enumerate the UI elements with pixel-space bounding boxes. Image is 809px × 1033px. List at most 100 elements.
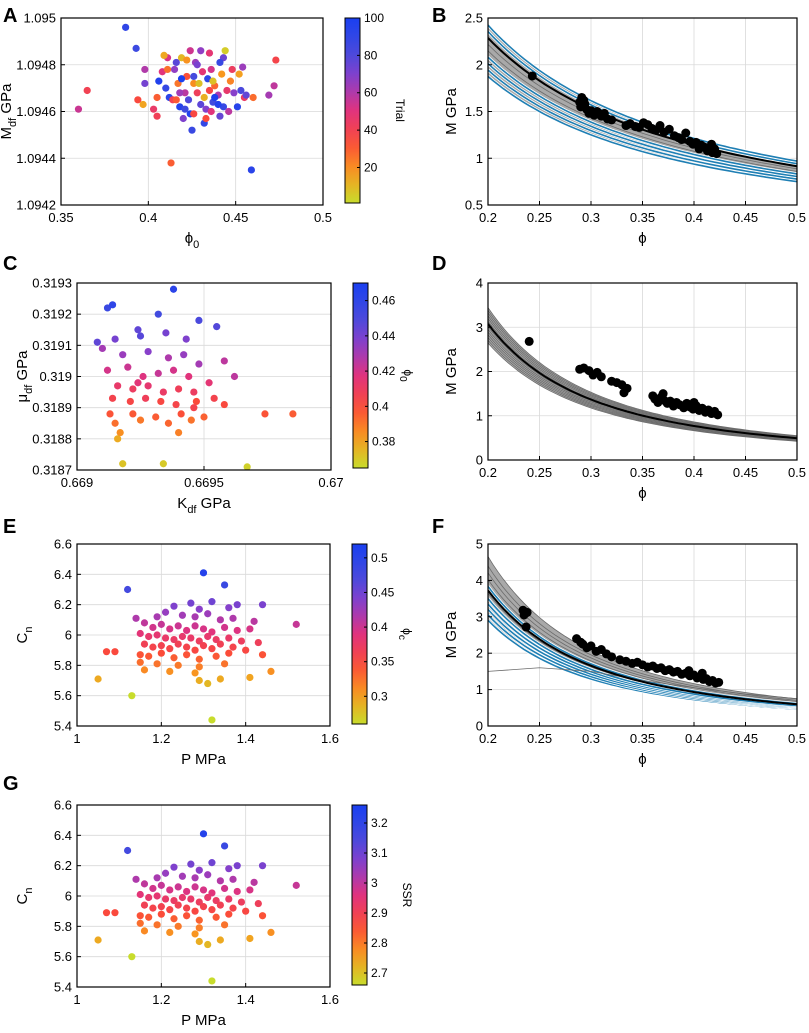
data-point xyxy=(664,124,674,134)
scatter-point xyxy=(230,89,238,97)
x-tick-label: 0.4 xyxy=(685,731,703,746)
scatter-point xyxy=(205,49,214,57)
scatter-point xyxy=(153,874,161,882)
scatter-point xyxy=(159,388,167,396)
scatter-point xyxy=(216,675,224,683)
x-axis-label-main: ϕ xyxy=(638,485,646,502)
colorbar xyxy=(344,17,361,204)
scatter-point xyxy=(199,569,208,577)
x-tick-label: 0.2 xyxy=(479,465,497,480)
scatter-point xyxy=(111,335,119,343)
y-tick-label: 4 xyxy=(476,573,483,588)
data-point xyxy=(707,139,717,149)
scatter-point xyxy=(122,23,130,31)
scatter-point xyxy=(191,907,199,915)
scatter-point xyxy=(233,887,241,896)
scatter-point xyxy=(161,608,170,616)
scatter-point xyxy=(108,394,117,402)
x-axis-label-main: P MPa xyxy=(181,1012,226,1029)
scatter-point xyxy=(195,676,203,685)
scatter-point xyxy=(233,862,241,870)
scatter-point xyxy=(163,65,172,74)
y-tick-label: 1 xyxy=(476,682,483,697)
scatter-point xyxy=(136,919,144,927)
scatter-point xyxy=(208,977,216,985)
scatter-point xyxy=(208,598,216,606)
y-tick-label: 5.4 xyxy=(54,719,72,734)
scatter-point xyxy=(216,616,224,624)
scatter-point xyxy=(145,652,153,660)
scatter-point xyxy=(208,889,216,897)
scatter-point xyxy=(83,86,91,95)
scatter-point xyxy=(193,61,201,69)
scatter-point xyxy=(225,107,233,116)
scatter-point xyxy=(170,602,178,610)
colorbar-label-sub: c xyxy=(396,635,407,640)
scatter-point xyxy=(183,904,191,912)
y-axis-label: μdf GPa xyxy=(14,350,35,403)
scatter-point xyxy=(191,622,199,630)
scatter-point xyxy=(229,904,237,912)
x-tick-label: 0.4 xyxy=(685,465,703,480)
scatter-point xyxy=(195,316,203,324)
data-point xyxy=(655,121,665,131)
scatter-point xyxy=(191,883,199,891)
ensemble-curve xyxy=(488,340,797,442)
scatter-point xyxy=(149,884,157,893)
scatter-point xyxy=(155,77,163,85)
scatter-point xyxy=(108,301,117,309)
y-tick-label: 0.3193 xyxy=(32,276,72,291)
scatter-point xyxy=(153,112,161,120)
scatter-point xyxy=(237,898,246,906)
scatter-point xyxy=(207,107,215,116)
plot-content xyxy=(488,307,797,442)
best-fit-curve xyxy=(488,323,797,440)
scatter-point xyxy=(220,884,229,893)
scatter-point xyxy=(161,869,170,877)
y-tick-label: 5.6 xyxy=(54,688,72,703)
y-tick-label: 6.2 xyxy=(54,597,72,612)
scatter-point xyxy=(129,410,137,418)
colorbar-label-sub: 0 xyxy=(397,376,408,382)
ensemble-curve xyxy=(488,50,797,172)
scatter-point xyxy=(195,898,203,906)
scatter-point xyxy=(199,642,208,650)
colorbar xyxy=(352,282,369,469)
y-tick-label: 2 xyxy=(476,57,483,72)
scatter-point xyxy=(228,65,236,74)
scatter-point xyxy=(98,344,106,353)
scatter-point xyxy=(94,675,102,683)
y-tick-label: 0.3189 xyxy=(32,400,72,415)
scatter-point xyxy=(175,385,183,393)
panel-letter: F xyxy=(432,516,444,538)
colorbar-tick-label: 3 xyxy=(371,876,378,890)
x-tick-label: 0.45 xyxy=(223,210,248,225)
y-tick-label: 5.8 xyxy=(54,919,72,934)
scatter-point xyxy=(184,96,193,104)
scatter-point xyxy=(181,105,189,113)
scatter-point xyxy=(177,410,185,418)
scatter-point xyxy=(119,460,127,468)
colorbar-tick-label: 40 xyxy=(364,123,378,137)
x-tick-label: 0.35 xyxy=(48,210,73,225)
scatter-point xyxy=(140,666,149,674)
data-point xyxy=(684,666,694,676)
scatter-point xyxy=(116,429,124,437)
scatter-point xyxy=(239,63,247,71)
scatter-point xyxy=(94,936,102,944)
outlier-curve xyxy=(488,667,797,700)
scatter-point xyxy=(216,58,224,67)
scatter-point xyxy=(258,912,267,920)
x-tick-label: 0.2 xyxy=(479,210,497,225)
y-tick-label: 0.3191 xyxy=(32,338,72,353)
scatter-point xyxy=(199,830,208,838)
scatter-point xyxy=(230,372,239,381)
scatter-point xyxy=(140,619,149,627)
scatter-point xyxy=(172,96,180,104)
scatter-point xyxy=(74,105,83,113)
x-tick-label: 0.25 xyxy=(527,731,552,746)
y-tick-label: 1.0944 xyxy=(16,151,56,166)
ensemble-curve xyxy=(488,307,797,436)
scatter-point xyxy=(183,887,191,896)
scatter-point xyxy=(178,893,187,902)
